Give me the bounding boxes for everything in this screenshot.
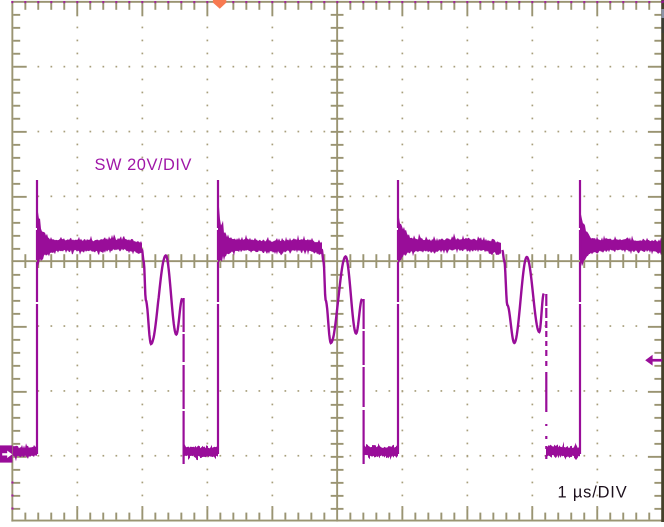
svg-text:1 µs/DIV: 1 µs/DIV [558, 483, 628, 501]
svg-text:SW 20V/DIV: SW 20V/DIV [95, 156, 193, 174]
